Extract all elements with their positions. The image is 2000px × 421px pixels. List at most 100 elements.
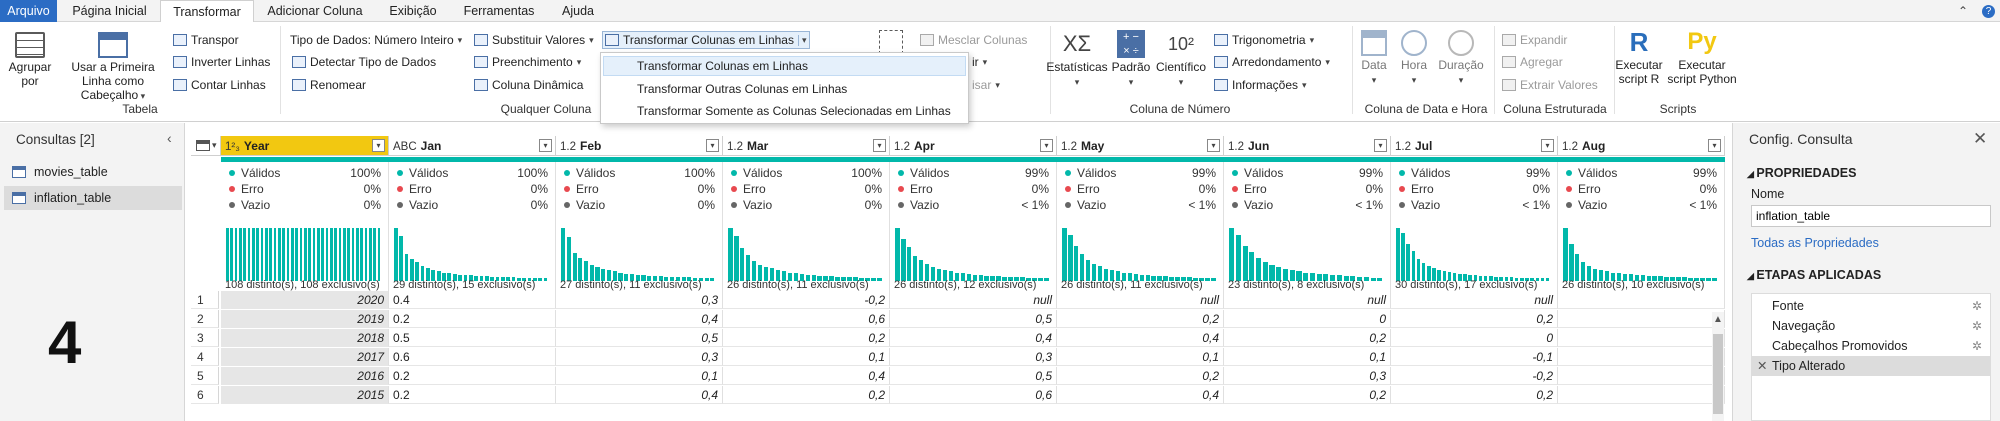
histogram-bar[interactable] [420, 266, 425, 281]
histogram-bar[interactable] [757, 265, 763, 281]
tab-view[interactable]: Exibição [389, 4, 437, 18]
close-icon[interactable]: ✕ [1973, 129, 1988, 148]
tab-file[interactable]: Arquivo [0, 0, 57, 22]
histogram-bar[interactable] [1269, 265, 1275, 281]
column-type-icon[interactable]: 1.2 [894, 141, 910, 153]
histogram-bar[interactable] [966, 274, 971, 281]
table-cell[interactable]: 0,4 [556, 310, 723, 328]
table-cell[interactable]: 2016 [221, 367, 389, 385]
count-rows-button[interactable]: Contar Linhas [173, 78, 266, 92]
histogram-bar[interactable] [1002, 277, 1007, 281]
histogram-bar[interactable] [1700, 278, 1705, 281]
histogram-bar[interactable] [996, 276, 1001, 281]
histogram-bar[interactable] [584, 261, 589, 281]
histogram-bar[interactable] [566, 237, 571, 281]
filter-dropdown-icon[interactable]: ▾ [372, 139, 385, 152]
histogram-bar[interactable] [1509, 277, 1514, 281]
histogram-bar[interactable] [871, 278, 876, 281]
applied-steps-heading[interactable]: ◢ ETAPAS APLICADAS [1747, 268, 1882, 282]
table-cell[interactable]: 0,3 [556, 348, 723, 366]
table-cell[interactable]: null [1057, 291, 1224, 309]
histogram-bar[interactable] [304, 228, 307, 281]
histogram-bar[interactable] [984, 276, 989, 281]
histogram-bar[interactable] [978, 275, 983, 281]
histogram-bar[interactable] [1574, 254, 1580, 281]
table-cell[interactable]: 0,4 [1057, 329, 1224, 347]
histogram-bar[interactable] [1032, 278, 1037, 281]
histogram-bar[interactable] [647, 276, 652, 281]
filter-dropdown-icon[interactable]: ▾ [1374, 139, 1387, 152]
histogram-bar[interactable] [817, 276, 822, 281]
histogram-bar[interactable] [1145, 275, 1150, 281]
table-cell[interactable] [1558, 367, 1725, 385]
detect-type-button[interactable]: Detectar Tipo de Dados [292, 55, 436, 69]
query-name-input[interactable] [1751, 205, 1991, 227]
histogram-bar[interactable] [829, 276, 834, 281]
table-cell[interactable]: 0 [1391, 329, 1558, 347]
histogram-bar[interactable] [511, 277, 516, 281]
histogram-bar[interactable] [1289, 270, 1295, 281]
histogram-bar[interactable] [1316, 274, 1322, 281]
histogram-bar[interactable] [538, 278, 543, 281]
query-item-movies[interactable]: movies_table [4, 160, 182, 184]
histogram-bar[interactable] [1580, 262, 1586, 281]
pivot-column-button[interactable]: Coluna Dinâmica [474, 78, 583, 92]
histogram-bar[interactable] [1540, 278, 1545, 281]
histogram-bar[interactable] [278, 228, 281, 281]
histogram-bar[interactable] [1421, 263, 1426, 281]
histogram-bar[interactable] [693, 278, 698, 281]
histogram-bar[interactable] [1563, 228, 1568, 281]
histogram-bar[interactable] [739, 248, 745, 281]
table-cell[interactable]: 0,4 [1057, 386, 1224, 404]
histogram-bar[interactable] [1640, 275, 1645, 281]
table-cell[interactable]: 2015 [221, 386, 389, 404]
histogram-bar[interactable] [1545, 278, 1550, 281]
histogram-bar[interactable] [1473, 275, 1478, 281]
column-type-icon[interactable]: 1.2 [1061, 141, 1077, 153]
table-cell[interactable]: 0,2 [1224, 386, 1391, 404]
use-first-row-button[interactable]: Usar a Primeira Linha como Cabeçalho ▾ [56, 32, 170, 103]
histogram-bar[interactable] [1447, 272, 1452, 281]
histogram-bar[interactable] [452, 274, 457, 281]
table-cell[interactable]: 0,4 [890, 329, 1057, 347]
step-navigation[interactable]: Navegação ✲ [1752, 316, 1990, 336]
histogram-bar[interactable] [1370, 278, 1376, 281]
histogram-bar[interactable] [1664, 277, 1669, 281]
table-cell[interactable]: 0,2 [1057, 367, 1224, 385]
histogram-bar[interactable] [330, 228, 333, 281]
histogram-bar[interactable] [1020, 277, 1025, 281]
histogram-bar[interactable] [1193, 278, 1198, 281]
rounding-button[interactable]: Arredondamento ▾ [1214, 55, 1330, 69]
collapse-pane-icon[interactable]: ‹ [167, 130, 172, 146]
histogram-bar[interactable] [745, 255, 751, 281]
histogram-bar[interactable] [1163, 276, 1168, 281]
row-number[interactable]: 3 [191, 329, 219, 347]
table-cell[interactable]: 0,3 [556, 291, 723, 309]
histogram-bar[interactable] [1079, 254, 1085, 281]
histogram-bar[interactable] [990, 276, 995, 281]
histogram-bar[interactable] [431, 270, 436, 281]
histogram-bar[interactable] [936, 269, 942, 281]
histogram-bar[interactable] [1682, 277, 1687, 281]
histogram-bar[interactable] [1062, 228, 1067, 281]
filter-dropdown-icon[interactable]: ▾ [1708, 139, 1721, 152]
help-icon[interactable]: ? [1982, 5, 1995, 18]
histogram-bar[interactable] [351, 228, 355, 281]
tab-add-column[interactable]: Adicionar Coluna [267, 4, 363, 18]
gear-icon[interactable]: ✲ [1971, 339, 1982, 353]
aggregate-button[interactable]: Agregar [1502, 55, 1563, 69]
histogram-bar[interactable] [1504, 277, 1509, 281]
table-cell[interactable] [1558, 348, 1725, 366]
histogram-bar[interactable] [269, 228, 273, 281]
column-type-icon[interactable]: 1.2 [727, 141, 743, 153]
table-cell[interactable]: 0,3 [890, 348, 1057, 366]
histogram-bar[interactable] [704, 278, 709, 281]
histogram-bar[interactable] [1514, 278, 1519, 281]
vertical-scrollbar[interactable]: ▲ [1712, 312, 1724, 421]
histogram-bar[interactable] [1401, 233, 1405, 281]
histogram-bar[interactable] [601, 269, 606, 281]
histogram-bar[interactable] [364, 228, 368, 281]
histogram-bar[interactable] [1014, 277, 1019, 281]
histogram-bar[interactable] [1676, 277, 1681, 281]
histogram-bar[interactable] [506, 277, 510, 281]
